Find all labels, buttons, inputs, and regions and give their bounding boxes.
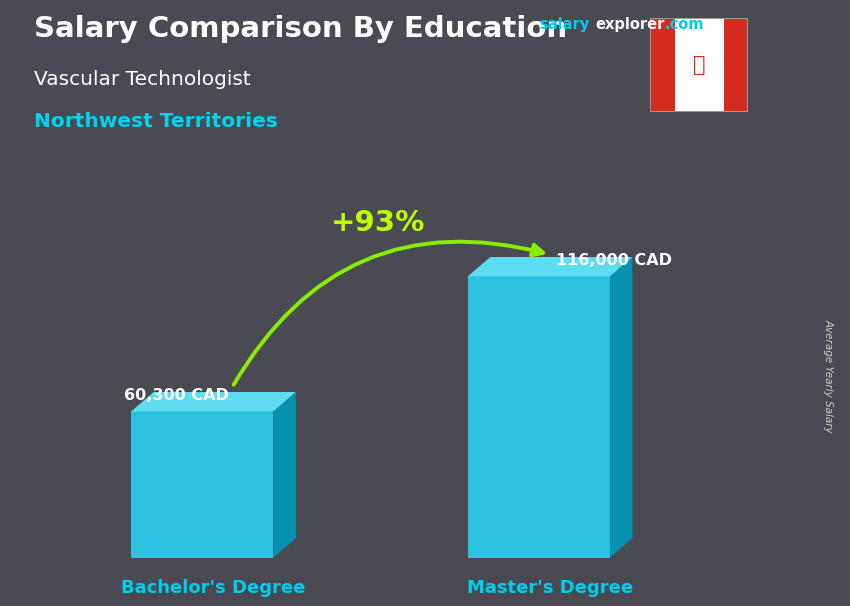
Text: Northwest Territories: Northwest Territories bbox=[34, 112, 278, 131]
Text: 60,300 CAD: 60,300 CAD bbox=[124, 388, 229, 403]
Polygon shape bbox=[610, 257, 632, 558]
Polygon shape bbox=[468, 276, 610, 558]
Text: .com: .com bbox=[665, 17, 704, 32]
Polygon shape bbox=[131, 392, 296, 411]
FancyArrowPatch shape bbox=[234, 242, 543, 385]
Text: Master's Degree: Master's Degree bbox=[467, 579, 633, 598]
Text: salary: salary bbox=[540, 17, 590, 32]
Text: 🍁: 🍁 bbox=[693, 55, 706, 75]
Bar bbox=[723, 18, 748, 112]
Polygon shape bbox=[274, 392, 296, 558]
Bar bbox=[675, 18, 723, 112]
Text: Salary Comparison By Education: Salary Comparison By Education bbox=[34, 15, 567, 43]
Text: Vascular Technologist: Vascular Technologist bbox=[34, 70, 251, 88]
Polygon shape bbox=[468, 257, 632, 276]
Text: Average Yearly Salary: Average Yearly Salary bbox=[824, 319, 834, 433]
Text: +93%: +93% bbox=[331, 209, 425, 237]
Polygon shape bbox=[131, 411, 274, 558]
Text: Bachelor's Degree: Bachelor's Degree bbox=[122, 579, 306, 598]
Bar bbox=[650, 18, 675, 112]
Text: 116,000 CAD: 116,000 CAD bbox=[556, 253, 672, 268]
Text: explorer: explorer bbox=[595, 17, 665, 32]
